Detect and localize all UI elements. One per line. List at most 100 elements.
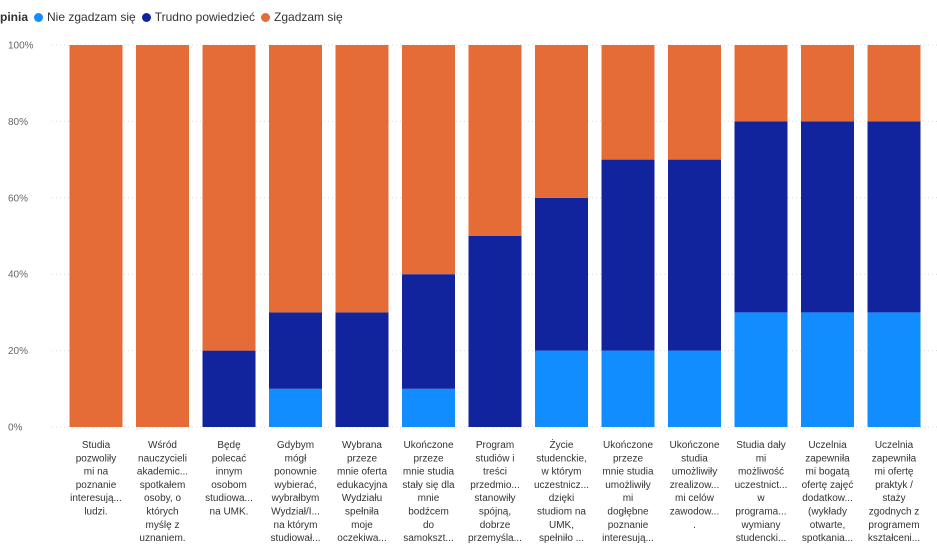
x-tick-label-line: myślę z [146, 520, 180, 531]
x-tick-label-line: pozwoliły [76, 453, 117, 464]
bar-segment-disagree[interactable] [801, 312, 854, 427]
legend-item-disagree[interactable]: Nie zgadzam się [34, 10, 136, 24]
bar-segment-hard-to-say[interactable] [202, 350, 256, 427]
x-tick-label-line: wybrałbym [271, 493, 320, 504]
bar-segment-agree[interactable] [668, 45, 721, 160]
x-tick-label-line: mi ofertę [875, 467, 914, 478]
x-tick-label-line: poznanie [608, 520, 649, 531]
bar-segment-agree[interactable] [402, 45, 455, 275]
x-tick-label-line: umożliwiły [605, 480, 651, 491]
x-tick-label-line: . [693, 520, 696, 531]
y-tick-label: 40% [8, 270, 28, 281]
bar-segment-hard-to-say[interactable] [335, 312, 389, 427]
x-tick-label-line: UMK, [549, 520, 574, 531]
x-tick-label-line: przeze [613, 453, 643, 464]
x-tick-label-line: Program [476, 440, 514, 451]
bar-segment-disagree[interactable] [668, 350, 721, 427]
legend-label-disagree: Nie zgadzam się [47, 10, 136, 24]
x-tick-label-line: Będę [217, 440, 241, 451]
x-tick-label-line: przemyśla... [468, 533, 522, 544]
x-tick-label-line: na UMK. [210, 507, 249, 518]
x-tick-label-line: na którym [274, 520, 318, 531]
legend-label-hard-to-say: Trudno powiedzieć [154, 10, 256, 24]
bar-segment-agree[interactable] [136, 45, 189, 427]
x-tick-label-line: Wybrana [342, 440, 382, 451]
bar-segment-hard-to-say[interactable] [535, 197, 588, 351]
bar-segment-agree[interactable] [335, 45, 389, 313]
bar-segment-disagree[interactable] [402, 388, 455, 427]
x-tick-label-line: w [756, 493, 765, 504]
legend-marker-hard-to-say [141, 12, 151, 22]
x-tick-label: Studia pozwoliły mi na poznanie interesują..… [70, 440, 122, 518]
x-tick-label-line: innym [216, 467, 243, 478]
x-tick-label-line: studenckie, [536, 453, 587, 464]
x-tick-label-line: programem [868, 520, 919, 531]
bar-segment-hard-to-say[interactable] [801, 121, 854, 313]
legend-item-hard-to-say[interactable]: Trudno powiedzieć [141, 10, 256, 24]
bar-segment-disagree[interactable] [535, 350, 588, 427]
legend-item-agree[interactable]: Zgadzam się [261, 10, 343, 24]
x-tick-label-line: których [146, 507, 178, 518]
bar-segment-disagree[interactable] [867, 312, 921, 427]
bar-segment-hard-to-say[interactable] [601, 159, 655, 351]
bar-segment-agree[interactable] [269, 45, 322, 313]
bar-segment-disagree[interactable] [734, 312, 788, 427]
legend: pinia Nie zgadzam się Trudno powiedzieć … [0, 9, 349, 25]
x-tick-label-line: Wydział/I... [271, 507, 320, 518]
bar-segment-agree[interactable] [202, 45, 256, 351]
bar-segment-agree[interactable] [601, 45, 655, 160]
bar-segment-hard-to-say[interactable] [269, 312, 322, 389]
x-tick-label: Ukończone przeze mnie studia umożliwiły mi do… [602, 440, 654, 544]
x-tick-label-line: edukacyjna [337, 480, 388, 491]
x-tick-label-line: stanowiły [474, 493, 515, 504]
x-tick-label-line: oczekiwa... [337, 533, 386, 544]
bar-segment-hard-to-say[interactable] [668, 159, 721, 351]
x-tick-label-line: wybierać, [273, 480, 316, 491]
x-tick-label-line: zapewniła [805, 453, 850, 464]
bar-segment-hard-to-say[interactable] [468, 236, 522, 427]
x-tick-label-line: przeze [347, 453, 377, 464]
x-tick-label-line: stały się dla [402, 480, 455, 491]
x-tick-label-line: zawodow... [670, 507, 719, 518]
x-tick-label-line: samokszt... [403, 533, 454, 544]
bar-segment-agree[interactable] [801, 45, 854, 122]
x-tick-label: Wśród nauczycieli akademic... spotkałem osob… [137, 440, 188, 544]
x-tick-label-line: wymiany [741, 520, 781, 531]
x-tick-label-line: uznaniem. [139, 533, 185, 544]
x-tick-label-line: studiów i [476, 453, 515, 464]
bar-segment-hard-to-say[interactable] [402, 274, 455, 389]
x-tick-label-line: Ukończone [403, 440, 453, 451]
x-tick-label-line: Wśród [148, 440, 177, 451]
x-tick-label-line: Uczelnia [808, 440, 847, 451]
x-tick-label-line: Studia [82, 440, 111, 451]
bar-segment-disagree[interactable] [269, 388, 322, 427]
bar-segment-hard-to-say[interactable] [734, 121, 788, 313]
x-tick-label-line: zapewniła [872, 453, 917, 464]
x-tick-label-line: studencki... [736, 533, 787, 544]
y-tick-label: 20% [8, 346, 28, 357]
x-tick-label: Ukończone przeze mnie studia stały się dla m… [402, 440, 455, 544]
bar-segment-disagree[interactable] [601, 350, 655, 427]
bar-segment-agree[interactable] [468, 45, 522, 236]
x-tick-label-line: studiował... [270, 533, 320, 544]
x-tick-label-line: mi celów [675, 493, 715, 504]
x-tick-label-line: mógł [285, 453, 307, 464]
bar-segment-agree[interactable] [867, 45, 921, 122]
bar-segment-agree[interactable] [69, 45, 123, 427]
y-tick-label: 0% [8, 423, 23, 434]
x-tick-label-line: mi [756, 453, 767, 464]
legend-title: pinia [0, 10, 29, 24]
bar-segment-hard-to-say[interactable] [867, 121, 921, 313]
x-tick-label-line: dogłębne [607, 507, 649, 518]
bar-segment-agree[interactable] [734, 45, 788, 122]
x-tick-label-line: Wydziału [342, 493, 382, 504]
x-tick-label-line: polecać [212, 453, 246, 464]
bar-segment-agree[interactable] [535, 45, 588, 198]
x-tick-label-line: mnie studia [403, 467, 455, 478]
y-tick-label: 80% [8, 117, 28, 128]
x-tick-label-line: przedmio... [470, 480, 519, 491]
legend-label-agree: Zgadzam się [274, 10, 343, 24]
x-tick-label-line: umożliwiły [672, 467, 718, 478]
x-tick-label-line: praktyk / [875, 480, 913, 491]
x-tick-label-line: poznanie [76, 480, 117, 491]
